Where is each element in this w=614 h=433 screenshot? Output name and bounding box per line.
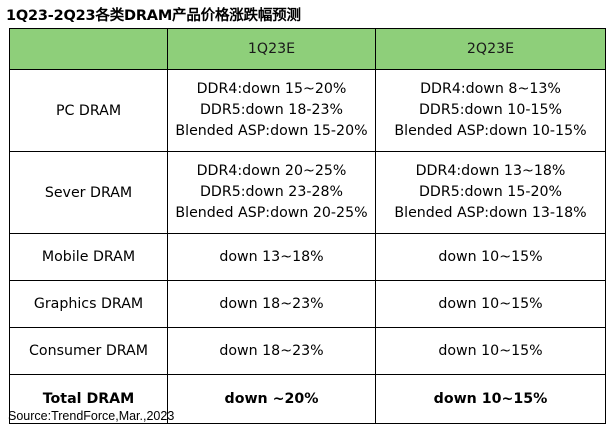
- dram-price-table: 1Q23E 2Q23E PC DRAM DDR4:down 15~20% DDR…: [9, 28, 606, 424]
- cell-line: DDR5:down 15-20%: [418, 184, 562, 200]
- cell-2q23e: down 10~15%: [375, 327, 606, 375]
- row-label: Consumer DRAM: [9, 327, 168, 375]
- cell-line: DDR4:down 15~20%: [196, 81, 347, 97]
- source-note: Source:TrendForce,Mar.,2023: [8, 409, 175, 423]
- table-row: Consumer DRAM down 18~23% down 10~15%: [9, 327, 606, 375]
- header-cell-1q23e: 1Q23E: [167, 28, 376, 70]
- cell-1q23e: down 13~18%: [167, 233, 376, 281]
- cell-line: Blended ASP:down 20-25%: [175, 205, 368, 221]
- cell-1q23e: DDR4:down 15~20% DDR5:down 18-23% Blende…: [167, 69, 376, 152]
- cell-2q23e: DDR4:down 8~13% DDR5:down 10-15% Blended…: [375, 69, 606, 152]
- cell-2q23e: DDR4:down 13~18% DDR5:down 15-20% Blende…: [375, 151, 606, 234]
- cell-1q23e: DDR4:down 20~25% DDR5:down 23-28% Blende…: [167, 151, 376, 234]
- header-cell-2q23e: 2Q23E: [375, 28, 606, 70]
- table-row: Graphics DRAM down 18~23% down 10~15%: [9, 280, 606, 328]
- cell-line: DDR4:down 8~13%: [420, 81, 561, 97]
- table-title: 1Q23-2Q23各类DRAM产品价格涨跌幅预测: [6, 8, 301, 24]
- row-label: Graphics DRAM: [9, 280, 168, 328]
- table-row: PC DRAM DDR4:down 15~20% DDR5:down 18-23…: [9, 69, 606, 152]
- cell-2q23e: down 10~15%: [375, 374, 606, 424]
- cell-line: Blended ASP:down 10-15%: [394, 123, 587, 139]
- cell-1q23e: down 18~23%: [167, 327, 376, 375]
- total-row: Total DRAM down ~20% down 10~15%: [9, 374, 606, 424]
- cell-line: DDR4:down 13~18%: [415, 163, 566, 179]
- cell-line: DDR5:down 23-28%: [199, 184, 343, 200]
- cell-line: Blended ASP:down 13-18%: [394, 205, 587, 221]
- cell-line: DDR5:down 18-23%: [199, 102, 343, 118]
- row-label: Sever DRAM: [9, 151, 168, 234]
- cell-line: DDR4:down 20~25%: [196, 163, 347, 179]
- cell-1q23e: down 18~23%: [167, 280, 376, 328]
- cell-1q23e: down ~20%: [167, 374, 376, 424]
- cell-line: Blended ASP:down 15-20%: [175, 123, 368, 139]
- header-row: 1Q23E 2Q23E: [9, 28, 606, 70]
- table-row: Sever DRAM DDR4:down 20~25% DDR5:down 23…: [9, 151, 606, 234]
- row-label: PC DRAM: [9, 69, 168, 152]
- row-label: Mobile DRAM: [9, 233, 168, 281]
- header-cell-empty: [9, 28, 168, 70]
- row-label: Total DRAM: [9, 374, 168, 424]
- table-row: Mobile DRAM down 13~18% down 10~15%: [9, 233, 606, 281]
- cell-2q23e: down 10~15%: [375, 233, 606, 281]
- cell-2q23e: down 10~15%: [375, 280, 606, 328]
- cell-line: DDR5:down 10-15%: [418, 102, 562, 118]
